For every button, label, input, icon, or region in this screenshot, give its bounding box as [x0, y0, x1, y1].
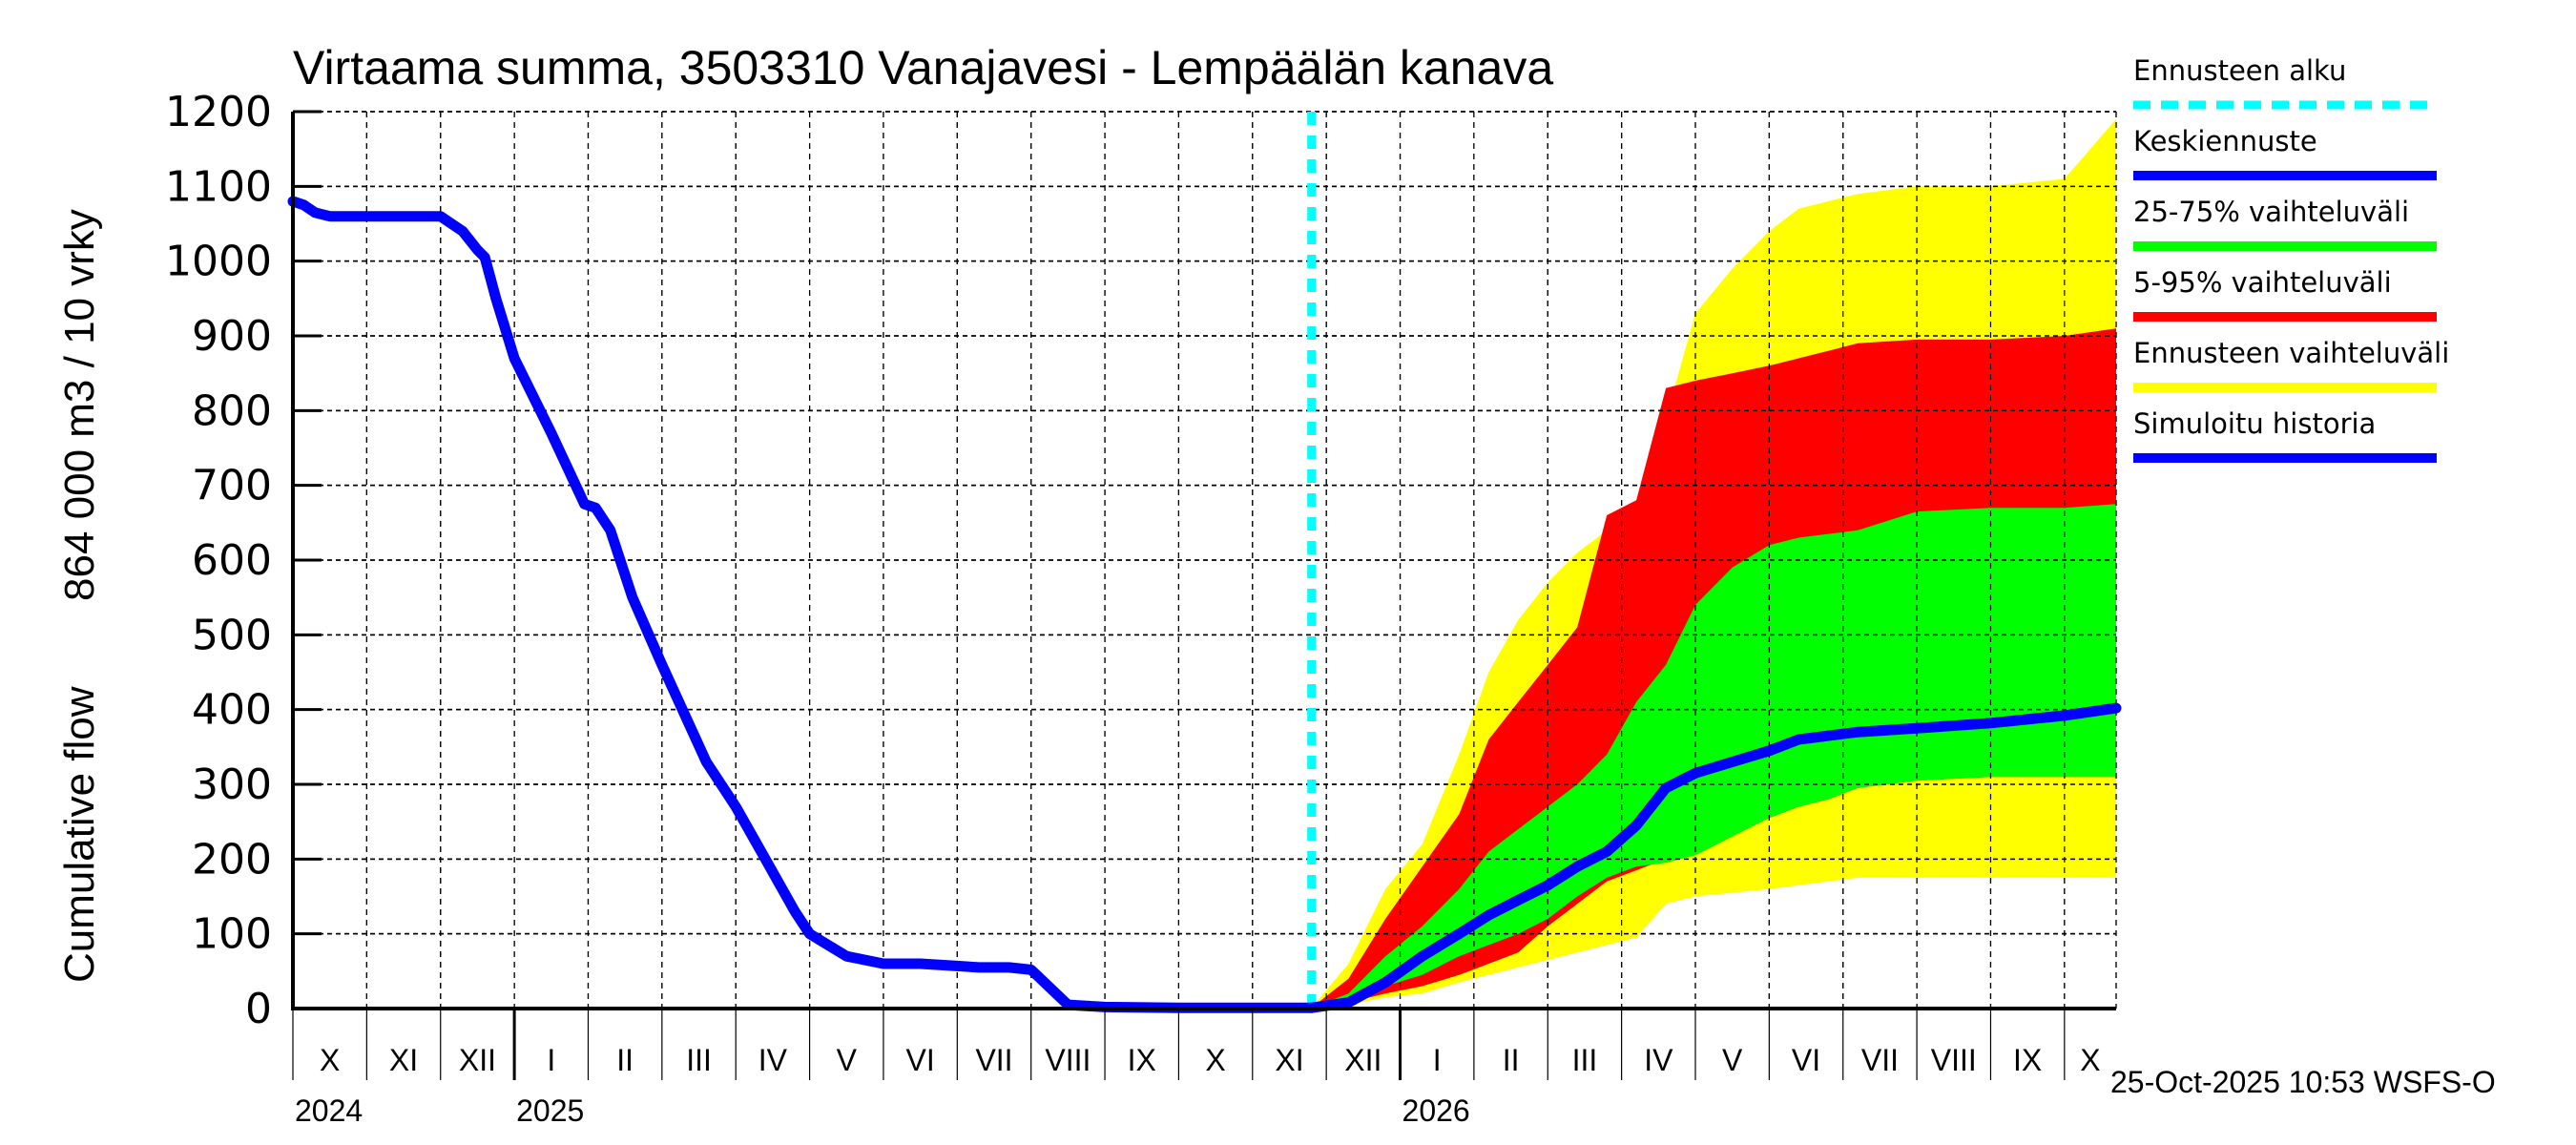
y-axis-label-primary: Cumulative flow	[56, 686, 103, 983]
footer-timestamp: 25-Oct-2025 10:53 WSFS-O	[2110, 1065, 2496, 1099]
x-tick-label: IV	[1644, 1043, 1673, 1077]
y-tick-label: 900	[192, 312, 272, 361]
y-axis-label-units: 864 000 m3 / 10 vrky	[56, 209, 103, 601]
x-tick-label: II	[616, 1043, 634, 1077]
y-tick-label: 1000	[165, 238, 272, 286]
x-tick-label: XI	[389, 1043, 418, 1077]
x-tick-label: VIII	[1045, 1043, 1091, 1077]
legend-label: Ennusteen alku	[2133, 54, 2346, 87]
x-tick-label: XI	[1275, 1043, 1303, 1077]
x-tick-label: X	[2080, 1043, 2100, 1077]
y-tick-labels: 0 100 200 300 400 500 600 700 800 900 1000 1100 1200	[165, 88, 272, 1033]
y-tick-label: 100	[192, 910, 272, 959]
y-tick-label: 1200	[165, 88, 272, 136]
x-tick-label: IX	[2013, 1043, 2042, 1077]
legend-label: 25-75% vaihteluväli	[2133, 196, 2409, 228]
band-25-75-vaihteluv-li	[1311, 504, 2116, 1009]
x-tick-label: VI	[1792, 1043, 1820, 1077]
series-keskiennuste	[1306, 702, 2122, 1013]
x-tick-label: V	[1722, 1043, 1743, 1077]
series-lines	[287, 112, 2122, 1013]
series-simuloitu-historia	[287, 196, 1318, 1013]
x-tick-label: XII	[1344, 1043, 1381, 1077]
chart-title: Virtaama summa, 3503310 Vanajavesi - Lem…	[293, 41, 1553, 94]
x-tick-label: IV	[758, 1043, 788, 1077]
legend-label: Ennusteen vaihteluväli	[2133, 337, 2449, 369]
x-tick-label: III	[686, 1043, 712, 1077]
y-tick-label: 800	[192, 386, 272, 435]
x-tick-label: I	[1433, 1043, 1442, 1077]
x-tick-label: VI	[906, 1043, 935, 1077]
y-tick-label: 0	[245, 985, 272, 1033]
x-tick-label: II	[1503, 1043, 1520, 1077]
y-tick-label: 200	[192, 835, 272, 884]
grid-overlay	[293, 111, 2117, 1009]
x-tick-label: VII	[975, 1043, 1012, 1077]
y-tick-label: 500	[192, 611, 272, 659]
y-tick-label: 400	[192, 686, 272, 735]
x-tick-label: XII	[459, 1043, 496, 1077]
legend-label: Keskiennuste	[2133, 125, 2317, 157]
legend: Ennusteen alku Keskiennuste 25-75% vaihtel…	[2133, 54, 2449, 463]
year-label: 2024	[295, 1093, 363, 1128]
year-label: 2026	[1402, 1093, 1470, 1128]
x-tick-label: I	[547, 1043, 555, 1077]
x-tick-label: X	[320, 1043, 340, 1077]
x-tick-label: III	[1572, 1043, 1598, 1077]
y-tick-label: 1100	[165, 162, 272, 211]
legend-label: 5-95% vaihteluväli	[2133, 266, 2392, 299]
forecast-bands	[293, 111, 2117, 1009]
x-tick-label: VII	[1861, 1043, 1899, 1077]
x-tick-label: X	[1205, 1043, 1225, 1077]
y-tick-label: 700	[192, 462, 272, 510]
axes	[291, 110, 2116, 1080]
x-tick-label: VIII	[1931, 1043, 1977, 1077]
x-tick-labels: X XI XII I II III IV V VI VII VIII IX X XI XII I II III IV…	[295, 1043, 2101, 1128]
year-label: 2025	[516, 1093, 584, 1128]
x-tick-label: IX	[1128, 1043, 1156, 1077]
x-tick-label: V	[837, 1043, 858, 1077]
y-tick-label: 300	[192, 760, 272, 809]
y-tick-label: 600	[192, 536, 272, 585]
legend-label: Simuloitu historia	[2133, 407, 2376, 440]
